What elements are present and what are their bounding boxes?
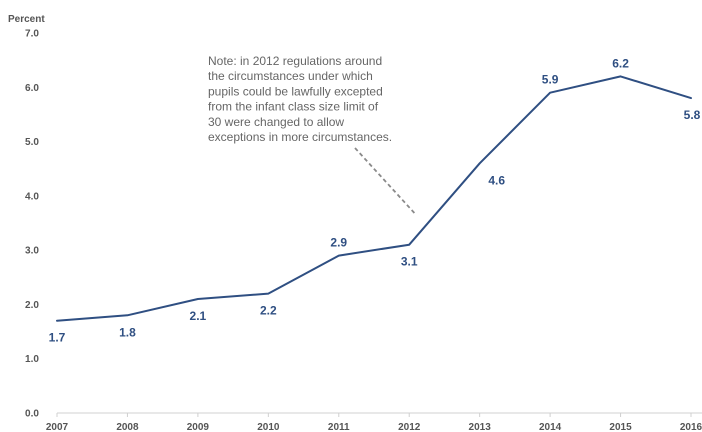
data-label: 6.2 (612, 56, 629, 70)
x-tick-label: 2013 (469, 422, 492, 432)
axes-layer: Percent 0.0 1.0 2.0 3.0 4.0 5.0 6.0 7.0 2007 2008 2… (8, 14, 702, 432)
y-tick-label: 7.0 (25, 29, 39, 40)
data-label: 4.6 (488, 173, 505, 187)
data-label: 1.7 (49, 331, 66, 345)
y-tick-label: 0.0 (25, 409, 39, 420)
data-label: 3.1 (401, 255, 418, 269)
series-layer (56, 75, 692, 322)
y-axis-title: Percent (8, 14, 45, 25)
data-label: 2.1 (190, 309, 207, 323)
y-tick-label: 1.0 (25, 354, 39, 365)
annotation-line: 30 were changed to allow (208, 115, 344, 129)
x-tick-label: 2012 (398, 422, 421, 432)
y-tick-label: 3.0 (25, 246, 39, 257)
x-tick-label: 2016 (680, 422, 702, 432)
annotation-line: Note: in 2012 regulations around (208, 54, 382, 68)
x-tick-label: 2008 (116, 422, 139, 432)
annotation-line: exceptions in more circumstances. (208, 130, 392, 144)
data-label: 5.9 (542, 73, 559, 87)
x-tick-label: 2014 (539, 422, 562, 432)
data-label: 2.9 (330, 236, 347, 250)
y-tick-label: 2.0 (25, 300, 39, 311)
annotation-line: pupils could be lawfully excepted (208, 84, 383, 98)
x-tick-label: 2007 (46, 422, 69, 432)
x-tick-label: 2015 (609, 422, 632, 432)
x-tick-label: 2009 (187, 422, 210, 432)
series-line (56, 75, 692, 322)
data-label: 1.8 (119, 325, 136, 339)
labels-layer: 1.7 1.8 2.1 2.2 2.9 3.1 4.6 5.9 6.2 5.8 (49, 56, 701, 344)
y-tick-label: 6.0 (25, 83, 39, 94)
x-tick-label: 2011 (328, 422, 350, 432)
x-tick-label: 2010 (257, 422, 280, 432)
annotation-line: the circumstances under which (208, 69, 373, 83)
annotation-leader-line (354, 147, 417, 216)
y-tick-label: 4.0 (25, 191, 39, 202)
data-label: 2.2 (260, 304, 277, 318)
data-label: 5.8 (684, 108, 701, 122)
y-tick-label: 5.0 (25, 137, 39, 148)
annotation-line: from the infant class size limit of (208, 100, 379, 114)
